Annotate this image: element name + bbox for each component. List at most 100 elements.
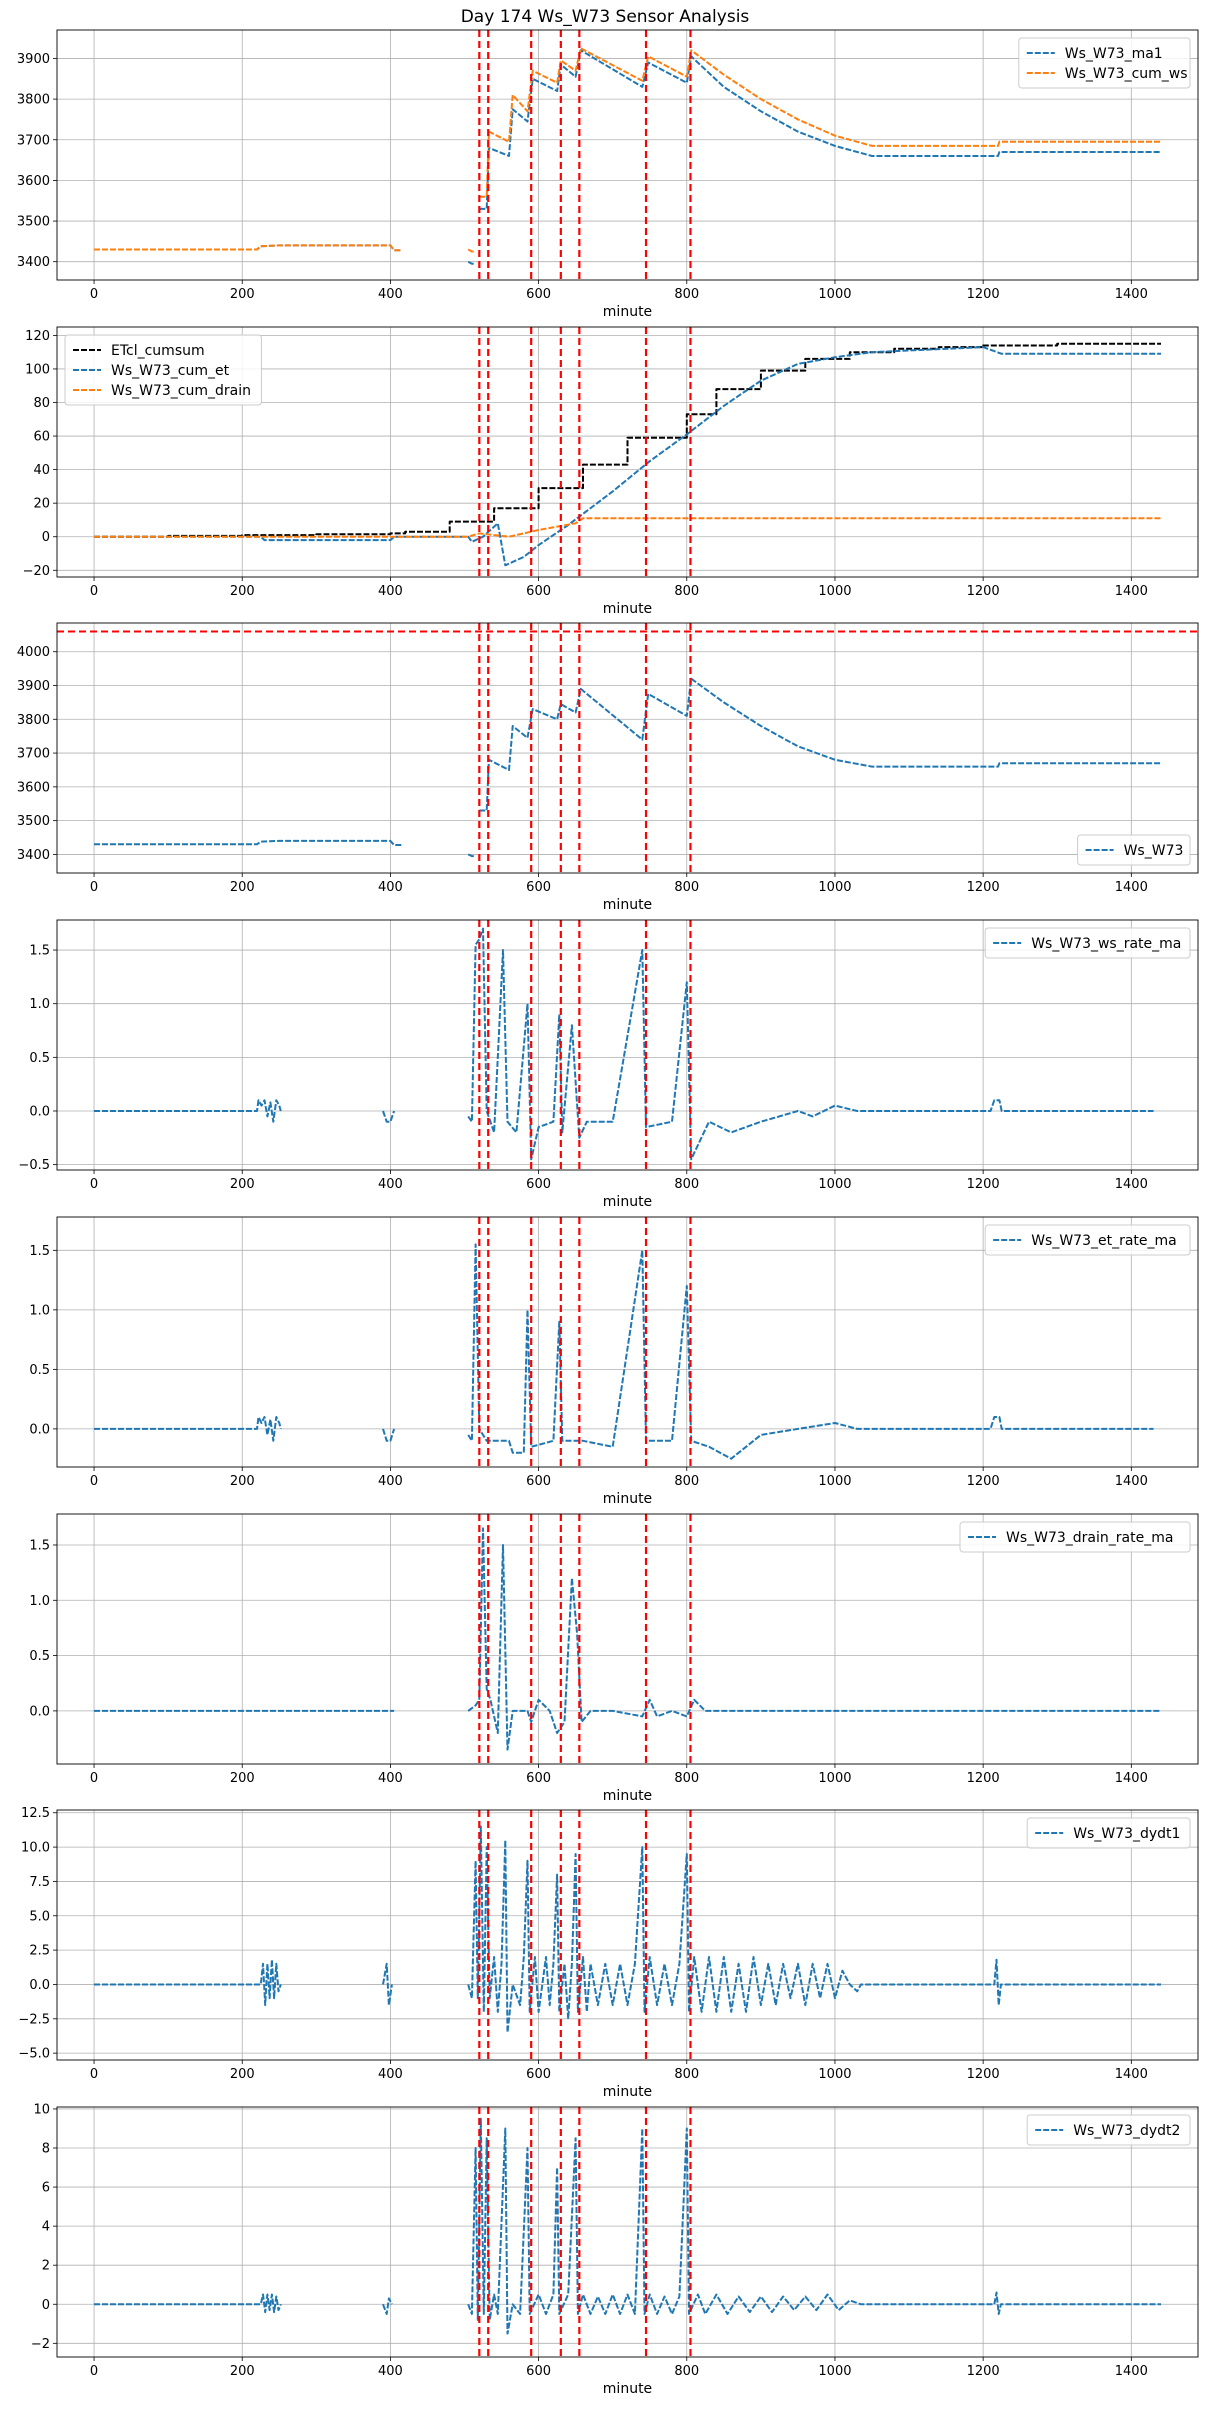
- x-tick-label: 600: [526, 584, 551, 599]
- y-tick-label: −2.5: [18, 2012, 50, 2027]
- legend-box: [984, 1224, 1191, 1256]
- x-tick-label: 1200: [967, 1177, 1000, 1192]
- x-tick-label: 1200: [967, 880, 1000, 895]
- plot-area: [94, 1217, 1154, 1467]
- x-axis-label: minute: [603, 1491, 652, 1507]
- y-tick-label: 7.5: [29, 1875, 50, 1890]
- y-tick-label: −0.5: [18, 1158, 50, 1173]
- series-line-Ws_W73_cum_drain: [94, 517, 1161, 538]
- series-line-Ws_W73_et_rate_ma: [94, 1416, 282, 1442]
- series-line-Ws_W73_dydt1: [382, 1962, 393, 2007]
- y-tick-label: 0: [42, 530, 50, 545]
- series-line-Ws_W73_ws_rate_ma: [382, 1110, 396, 1123]
- legend: Ws_W73_drain_rate_ma: [959, 1521, 1191, 1553]
- legend-box: [1026, 1817, 1191, 1849]
- series-line-Ws_W73_dydt2: [382, 2297, 393, 2315]
- x-tick-label: 1000: [818, 2067, 851, 2082]
- series-line-ETcl_cumsum: [94, 342, 1161, 538]
- axes-frame: [56, 919, 1199, 1171]
- axes-frame: [56, 1809, 1199, 2061]
- x-tick-label: 200: [230, 584, 255, 599]
- y-tick-label: 8: [42, 2142, 50, 2157]
- series-line-Ws_W73_ws_rate_ma: [467, 927, 1154, 1161]
- legend-label: Ws_W73_ma1: [1065, 46, 1163, 62]
- plot-area: [57, 623, 1198, 873]
- y-tick-label: 3800: [17, 93, 50, 108]
- subplot-1: 0 200 400 600 800 1000 1200 1400 3400 3500 3600 370…: [17, 29, 1199, 320]
- x-axis-label: minute: [603, 601, 652, 617]
- y-tick-label: 40: [33, 463, 50, 478]
- y-tick-label: 3400: [17, 255, 50, 270]
- x-tick-label: 1200: [967, 287, 1000, 302]
- y-tick-label: 12.5: [21, 1806, 50, 1821]
- axes-frame: [56, 29, 1199, 281]
- x-tick-label: 600: [526, 287, 551, 302]
- axes-frame: [56, 622, 1199, 874]
- series-line-Ws_W73_drain_rate_ma: [467, 1527, 1161, 1751]
- x-tick-label: 400: [378, 1771, 403, 1786]
- y-tick-label: 3400: [17, 848, 50, 863]
- legend: Ws_W73_ma1 Ws_W73_cum_ws: [1018, 37, 1191, 89]
- subplot-3: 0 200 400 600 800 1000 1200 1400 3400 3500 3600 370…: [17, 622, 1199, 913]
- plot-area: [94, 2107, 1161, 2357]
- x-tick-label: 1200: [967, 2364, 1000, 2379]
- series-line-Ws_W73_et_rate_ma: [467, 1243, 1154, 1460]
- x-tick-label: 1200: [967, 584, 1000, 599]
- x-tick-label: 800: [674, 880, 699, 895]
- y-tick-label: 1.5: [29, 1244, 50, 1259]
- y-tick-label: 3800: [17, 713, 50, 728]
- x-tick-label: 800: [674, 2364, 699, 2379]
- axes-frame: [56, 326, 1199, 578]
- y-tick-label: 10: [33, 2102, 50, 2117]
- y-tick-label: 1.0: [29, 997, 50, 1012]
- plot-area: [94, 920, 1154, 1170]
- y-tick-label: 100: [25, 362, 50, 377]
- series-line-Ws_W73_dydt1: [467, 1825, 1161, 2034]
- x-tick-label: 1400: [1115, 1177, 1148, 1192]
- legend: Ws_W73: [1077, 834, 1191, 866]
- x-tick-label: 1200: [967, 2067, 1000, 2082]
- y-tick-label: 0.0: [29, 1422, 50, 1437]
- x-tick-label: 1000: [818, 1474, 851, 1489]
- x-tick-label: 400: [378, 287, 403, 302]
- x-axis-label: minute: [603, 1194, 652, 1210]
- subplot-6: 0 200 400 600 800 1000 1200 1400 0.0 0.5 1.0 1.5 min…: [29, 1513, 1199, 1804]
- x-tick-label: 200: [230, 2067, 255, 2082]
- legend: Ws_W73_dydt1: [1026, 1817, 1191, 1849]
- x-tick-label: 1200: [967, 1771, 1000, 1786]
- legend-box: [1018, 37, 1191, 89]
- y-tick-label: 20: [33, 497, 50, 512]
- series-line-Ws_W73_cum_ws: [479, 47, 1161, 198]
- y-tick-label: 0.0: [29, 1704, 50, 1719]
- y-tick-label: 3900: [17, 52, 50, 67]
- legend-label: Ws_W73_cum_et: [111, 363, 230, 379]
- legend-label: Ws_W73_ws_rate_ma: [1031, 936, 1181, 952]
- x-axis-label: minute: [603, 897, 652, 913]
- legend-label: Ws_W73_et_rate_ma: [1031, 1233, 1177, 1249]
- figure-title: Day 174 Ws_W73 Sensor Analysis: [461, 7, 750, 27]
- series-line-Ws_W73_ma1: [479, 49, 1161, 210]
- x-tick-label: 400: [378, 880, 403, 895]
- axes-frame: [56, 2106, 1199, 2358]
- x-tick-label: 200: [230, 1177, 255, 1192]
- y-tick-label: 0.5: [29, 1363, 50, 1378]
- legend-box: [1077, 834, 1191, 866]
- y-tick-label: 1.5: [29, 944, 50, 959]
- y-tick-label: 10.0: [21, 1841, 50, 1856]
- legend: Ws_W73_et_rate_ma: [984, 1224, 1191, 1256]
- legend-label: Ws_W73_dydt2: [1073, 2123, 1180, 2139]
- x-tick-label: 1200: [967, 1474, 1000, 1489]
- x-tick-label: 200: [230, 2364, 255, 2379]
- plot-area: [94, 1514, 1161, 1764]
- legend-label: Ws_W73: [1124, 843, 1184, 859]
- legend-label: ETcl_cumsum: [111, 343, 205, 359]
- x-tick-label: 0: [90, 2364, 98, 2379]
- y-tick-label: 0.0: [29, 1978, 50, 1993]
- y-tick-label: 1.0: [29, 1594, 50, 1609]
- y-tick-label: 5.0: [29, 1909, 50, 1924]
- y-tick-label: 120: [25, 329, 50, 344]
- y-tick-label: 4: [42, 2220, 50, 2235]
- x-tick-label: 200: [230, 287, 255, 302]
- x-tick-label: 200: [230, 880, 255, 895]
